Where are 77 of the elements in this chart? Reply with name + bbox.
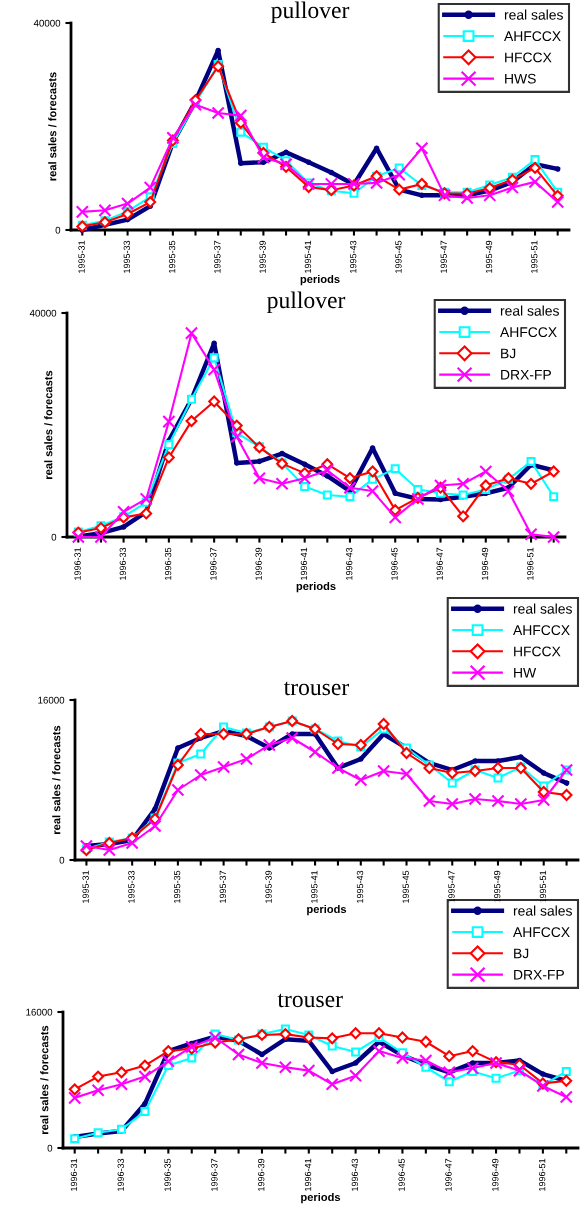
chart-title: trouser xyxy=(283,681,350,696)
x-tick-label: 1996-51 xyxy=(527,547,534,580)
x-tick-label: 1996-31 xyxy=(74,547,81,580)
x-tick-label: 1995-45 xyxy=(402,870,409,903)
x-tick-label: 1995-39 xyxy=(259,240,266,273)
x-tick-label: 1995-41 xyxy=(311,870,318,903)
x-tick-label: 1996-33 xyxy=(119,547,127,580)
x-tick-label: 1996-41 xyxy=(300,547,308,580)
x-tick-label: 1996-35 xyxy=(164,547,172,580)
x-tick-label: 1996-51 xyxy=(538,1158,546,1191)
x-tick-label: 1996-43 xyxy=(351,1158,359,1191)
x-tick-label: 1995-51 xyxy=(531,240,538,273)
legend-label: HFCCX xyxy=(514,646,561,657)
legend-label: AHFCCX xyxy=(504,31,561,42)
legend-label: real sales xyxy=(513,905,572,916)
x-tick-label: 1995-37 xyxy=(219,870,227,903)
x-tick-label: 1996-45 xyxy=(391,547,398,580)
x-tick-label: 1996-39 xyxy=(255,547,262,580)
x-tick-label: 1996-45 xyxy=(398,1158,405,1191)
x-tick-label: 1995-43 xyxy=(349,240,357,273)
legend-label: BJ xyxy=(514,948,529,959)
legend-label: AHFCCX xyxy=(513,625,570,636)
x-tick-label: 1996-35 xyxy=(164,1158,171,1191)
x-tick-label: 1995-43 xyxy=(356,870,364,903)
legend-label: AHFCCX xyxy=(513,927,570,938)
x-tick-label: 1996-33 xyxy=(117,1158,124,1191)
x-tick-label: 1996-49 xyxy=(481,547,489,580)
x-tick-label: 1996-37 xyxy=(211,1158,218,1191)
x-tick-label: 1995-47 xyxy=(440,240,447,273)
x-tick-label: 1996-41 xyxy=(304,1158,312,1191)
y-tick-label: 16000 xyxy=(26,1008,53,1016)
legend-label: HWS xyxy=(505,73,536,84)
chart-title: trouser xyxy=(277,993,343,1008)
x-tick-label: 1996-47 xyxy=(445,1158,452,1191)
x-tick-label: 1995-45 xyxy=(395,240,402,273)
x-tick-label: 1995-39 xyxy=(265,870,272,903)
x-axis-title: periods xyxy=(301,1192,341,1204)
chart-title: pullover xyxy=(271,1,350,23)
legend-label: real sales xyxy=(513,603,572,614)
y-tick-label: 0 xyxy=(59,856,65,864)
x-tick-label: 1996-39 xyxy=(258,1158,265,1191)
y-axis-title: real sales / forecasts xyxy=(40,1025,49,1134)
y-tick-label: 0 xyxy=(51,533,57,541)
y-tick-label: 16000 xyxy=(38,696,65,704)
y-tick-label: 0 xyxy=(47,1144,53,1152)
chart-title: pullover xyxy=(267,291,346,313)
x-tick-label: 1995-35 xyxy=(173,870,181,903)
legend-label: DRX-FP xyxy=(501,369,551,380)
x-tick-label: 1996-43 xyxy=(345,547,353,580)
y-axis-title: real sales / forecasts xyxy=(52,725,61,834)
x-axis-title: periods xyxy=(300,274,340,286)
x-tick-label: 1995-41 xyxy=(304,240,312,273)
y-axis-title: real sales / forecasts xyxy=(48,72,57,181)
x-tick-label: 1996-49 xyxy=(492,1158,499,1191)
x-tick-label: 1995-37 xyxy=(214,240,221,273)
x-tick-label: 1995-49 xyxy=(485,240,493,273)
legend-label: HFCCX xyxy=(505,52,552,63)
legend-label: HW xyxy=(514,667,537,678)
y-tick-label: 40000 xyxy=(33,19,61,27)
x-tick-label: 1995-33 xyxy=(123,240,131,273)
x-tick-label: 1996-47 xyxy=(436,547,443,580)
y-tick-label: 40000 xyxy=(29,309,57,317)
y-tick-label: 0 xyxy=(55,226,61,234)
x-tick-label: 1996-31 xyxy=(70,1158,78,1191)
legend-label: AHFCCX xyxy=(500,327,557,338)
legend-label: BJ xyxy=(501,348,516,359)
x-tick-label: 1995-31 xyxy=(82,870,89,903)
x-tick-label: 1995-33 xyxy=(128,870,135,903)
legend-label: real sales xyxy=(504,9,563,20)
legend-label: DRX-FP xyxy=(514,969,564,980)
x-axis-title: periods xyxy=(307,904,347,916)
legend-label: real sales xyxy=(500,305,559,316)
x-tick-label: 1995-31 xyxy=(78,240,85,273)
x-tick-label: 1996-37 xyxy=(210,547,217,580)
x-axis-title: periods xyxy=(296,581,336,593)
y-axis-title: real sales / forecasts xyxy=(44,370,53,479)
x-tick-label: 1995-35 xyxy=(168,240,176,273)
